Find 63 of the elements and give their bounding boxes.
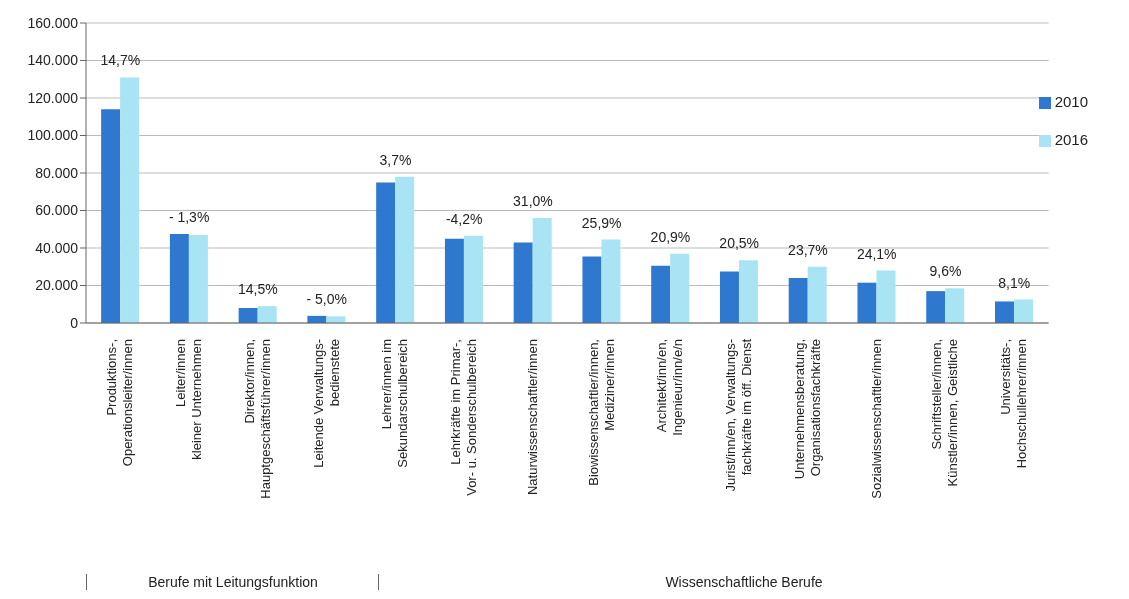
bar: [926, 291, 946, 323]
bar: [876, 270, 896, 323]
legend-label: 2010: [1054, 93, 1088, 110]
bar: [238, 308, 258, 323]
annotation: - 1,3%: [168, 208, 210, 225]
x-tick-label: Biowissenschaftler/innen, Mediziner/innen: [585, 339, 617, 486]
y-tick-label: 100.000: [27, 127, 79, 144]
bar: [257, 306, 277, 323]
bar: [807, 266, 827, 323]
bar: [994, 301, 1014, 323]
legend-label: 2016: [1054, 131, 1088, 148]
annotation: 14,5%: [238, 281, 278, 298]
y-tick-label: 40.000: [35, 239, 79, 256]
bar: [738, 260, 758, 323]
text: Wissenschaftliche Berufe: [378, 574, 1109, 590]
bar: [188, 234, 208, 323]
y-tick-label: 140.000: [27, 52, 79, 69]
annotation: 8,1%: [998, 274, 1031, 291]
text: Berufe mit Leitungsfunktion: [86, 574, 379, 590]
x-tick-label: Naturwissenschaftler/innen: [524, 339, 540, 496]
bar: [582, 256, 602, 323]
x-tick-label: Produktions-, Operationsleiter/innen: [104, 339, 136, 467]
annotation: 23,7%: [788, 241, 828, 258]
x-tick-label: Universitäts-, Hochschullehrer/innen: [998, 339, 1030, 469]
annotation: 9,6%: [929, 263, 962, 280]
bar: [719, 271, 739, 323]
y-tick-label: 60.000: [35, 202, 79, 219]
bar: [670, 253, 690, 323]
y-tick-label: 120.000: [27, 89, 79, 106]
bar: [857, 282, 877, 323]
x-tick-label: Sozialwissenschaftler/innen: [868, 339, 884, 499]
bar: [376, 182, 396, 323]
annotation: 31,0%: [513, 193, 553, 209]
y-tick-label: 0: [70, 314, 79, 331]
bar: [945, 288, 965, 323]
bar: [1013, 299, 1033, 323]
y-tick-label: 80.000: [35, 164, 79, 181]
x-tick-label: Leiter/innen kleiner Unternehmen: [173, 339, 205, 460]
bar: [532, 218, 552, 323]
bar: [788, 278, 808, 323]
annotation: 3,7%: [379, 151, 412, 168]
annotation: - 5,0%: [306, 290, 347, 307]
bar: [169, 233, 189, 323]
bar: [101, 109, 121, 323]
bar: [444, 238, 464, 323]
x-tick-label: Leitende Verwaltungs- bedienstete: [310, 339, 342, 468]
bar: [120, 77, 140, 323]
x-tick-label: Architekt/inn/en, Ingenieur/inn/e/n: [654, 339, 686, 436]
annotation: 25,9%: [581, 214, 622, 231]
y-tick-label: 20.000: [35, 277, 79, 294]
annotation: -4,2%: [445, 210, 483, 227]
x-tick-label: Schriftsteller/innen, Künstler/innen, Geistliche: [929, 339, 961, 487]
bar: [395, 176, 415, 323]
annotation: 20,9%: [650, 228, 691, 245]
annotation: 14,7%: [100, 52, 141, 69]
y-tick-label: 160.000: [27, 14, 79, 31]
bar: [601, 239, 621, 323]
bar: [651, 265, 671, 323]
x-tick-label: Jurist/inn/en, Verwaltungs- fachkräfte im öff. Dienst: [723, 338, 755, 492]
bar: [513, 242, 533, 323]
annotation: 24,1%: [856, 245, 897, 262]
annotation: 20,5%: [719, 235, 760, 252]
bar: [463, 235, 483, 323]
